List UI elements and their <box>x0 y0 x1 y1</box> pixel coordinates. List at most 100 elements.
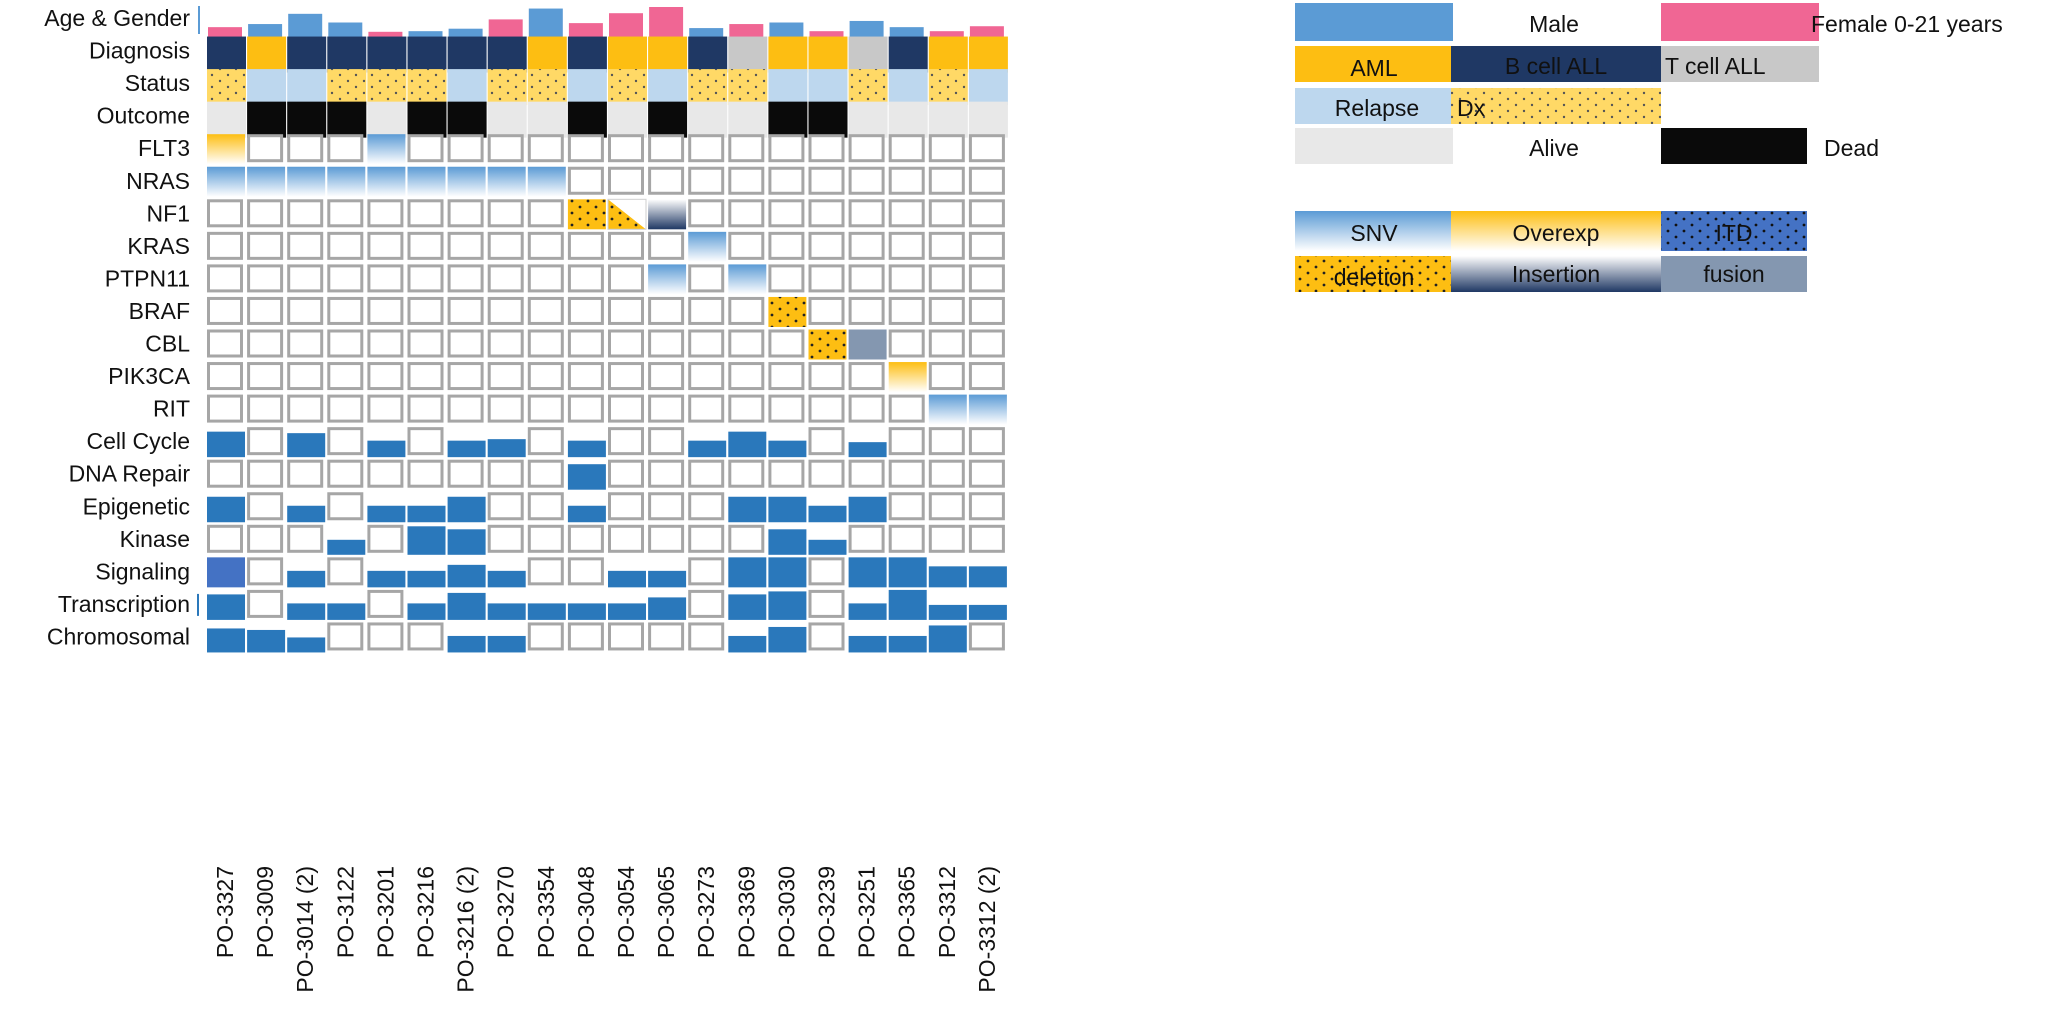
diagnosis-cell-po-3312 <box>928 36 968 73</box>
pathway-cell-kinase-po-3312-2 <box>968 524 1005 553</box>
pathway-cell-signaling-po-3273 <box>688 557 725 586</box>
mutation-cell-braf-po-3065 <box>648 296 685 325</box>
mutation-cell-kras-po-3239 <box>808 231 845 260</box>
pathway-cell-kinase-po-3312 <box>928 524 965 553</box>
mutation-cell-kras-po-3216 <box>407 231 444 260</box>
pathway-cell-dna-repair-po-3054 <box>608 459 644 488</box>
mutation-cell-nras-po-3251 <box>848 166 885 195</box>
mutation-cell-flt3-po-3216 <box>407 134 444 163</box>
mutation-cell-pik3ca-po-3009 <box>247 362 284 391</box>
mutation-cell-ptpn11-po-3216-2 <box>447 264 484 293</box>
sample-label-po-3122: PO-3122 <box>332 866 358 958</box>
mutation-cell-ptpn11-po-3251 <box>848 264 885 293</box>
mutation-cell-braf-po-3312 <box>928 296 965 325</box>
mutation-cell-braf-po-3009 <box>247 296 284 325</box>
row-label-flt3: FLT3 <box>138 135 190 161</box>
pathway-cell-epigenetic-po-3354 <box>527 492 564 521</box>
outcome-cell-po-3327 <box>207 101 246 138</box>
legend-label-relapse: Relapse <box>1335 95 1419 121</box>
pathway-cell-transcription-po-3030 <box>768 591 807 620</box>
mutation-cell-ptpn11-po-3270 <box>487 264 524 293</box>
mutation-cell-rit-po-3312-2 <box>968 394 1007 425</box>
mutation-cell-kras-po-3312-2 <box>968 231 1005 260</box>
pathway-cell-dna-repair-po-3014-2 <box>287 459 324 488</box>
mutation-cell-pik3ca-po-3312-2 <box>968 362 1005 391</box>
mutation-cell-nras-po-3365 <box>888 166 925 195</box>
legend-swatch-deletion <box>1295 256 1453 292</box>
pathway-cell-signaling-po-3009 <box>247 557 284 586</box>
legend-label-b-cell-all: B cell ALL <box>1505 53 1607 79</box>
pathway-cell-kinase-po-3369 <box>728 524 765 553</box>
oncoprint-grid <box>207 7 1008 653</box>
pathway-cell-signaling-po-3216-2 <box>447 564 486 588</box>
pathway-cell-dna-repair-po-3009 <box>247 459 284 488</box>
pathway-cell-kinase-po-3270 <box>487 524 524 553</box>
pathway-cell-epigenetic-po-3065 <box>648 492 685 521</box>
diagnosis-cell-po-3239 <box>808 36 848 73</box>
pathway-cell-epigenetic-po-3014-2 <box>287 505 326 523</box>
sample-label-po-3327: PO-3327 <box>212 866 238 958</box>
outcome-cell-po-3030 <box>768 101 808 138</box>
diagnosis-cell-po-3054 <box>608 36 647 73</box>
diagnosis-cell-po-3216 <box>407 36 447 73</box>
mutation-cell-ptpn11-po-3365 <box>888 264 925 293</box>
pathway-cell-cell-cycle-po-3312 <box>928 427 965 456</box>
age-gender-bar-po-3365 <box>889 27 924 38</box>
diagnosis-cell-po-3312-2 <box>968 36 1008 73</box>
mutation-cell-kras-po-3030 <box>768 231 805 260</box>
pathway-cell-transcription-po-3270 <box>487 603 526 620</box>
pathway-cell-dna-repair-po-3030 <box>768 459 805 488</box>
mutation-cell-ptpn11-po-3009 <box>247 264 284 293</box>
pathway-cell-transcription-po-3122 <box>327 603 366 620</box>
row-label-cbl: CBL <box>145 331 190 357</box>
pathway-cell-signaling-po-3216 <box>407 570 446 588</box>
mutation-cell-nf1-po-3216-2 <box>447 199 484 228</box>
pathway-cell-transcription-po-3239 <box>808 589 845 618</box>
mutation-cell-rit-po-3014-2 <box>287 394 324 423</box>
mutation-cell-nras-po-3327 <box>207 166 245 197</box>
mutation-cell-nras-po-3065 <box>648 166 685 195</box>
pathway-cell-dna-repair-po-3270 <box>487 459 524 488</box>
mutation-cell-rit-po-3273 <box>688 394 725 423</box>
mutation-cell-rit-po-3354 <box>527 394 564 423</box>
pathway-cell-cell-cycle-po-3201 <box>367 440 406 458</box>
sample-label-po-3354: PO-3354 <box>533 866 559 958</box>
mutation-cell-ptpn11-po-3273 <box>688 264 725 293</box>
mutation-cell-kras-po-3369 <box>728 231 765 260</box>
mutation-cell-pik3ca-po-3365 <box>888 362 927 393</box>
legend-swatch-fusion <box>1661 256 1807 292</box>
pathway-cell-epigenetic-po-3216 <box>407 505 446 523</box>
mutation-cell-nf1-po-3273 <box>688 199 725 228</box>
pathway-cell-epigenetic-po-3201 <box>367 505 406 523</box>
pathway-cell-epigenetic-po-3030 <box>768 496 807 523</box>
age-gender-bar-po-3122 <box>328 22 363 38</box>
diagnosis-cell-po-3216-2 <box>447 36 487 73</box>
mutation-cell-cbl-po-3216-2 <box>447 329 484 358</box>
sample-label-po-3251: PO-3251 <box>854 866 880 958</box>
mutation-cell-kras-po-3327 <box>207 231 243 260</box>
mutation-cell-rit-po-3216 <box>407 394 444 423</box>
pathway-cell-kinase-po-3122 <box>327 539 366 555</box>
mutation-cell-kras-po-3273 <box>688 231 727 262</box>
mutation-cell-ptpn11-po-3312 <box>928 264 965 293</box>
mutation-cell-cbl-po-3048 <box>567 329 604 358</box>
mutation-cell-kras-po-3216-2 <box>447 231 484 260</box>
diagnosis-cell-po-3065 <box>648 36 688 73</box>
pathway-cell-epigenetic-po-3122 <box>327 492 364 521</box>
pathway-cell-dna-repair-po-3327 <box>207 459 243 488</box>
row-label-pik3ca: PIK3CA <box>108 363 190 389</box>
mutation-cell-flt3-po-3327 <box>207 134 245 165</box>
mutation-cell-pik3ca-po-3030 <box>768 362 805 391</box>
mutation-cell-pik3ca-po-3369 <box>728 362 765 391</box>
pathway-cell-transcription-po-3365 <box>888 589 927 620</box>
mutation-cell-ptpn11-po-3014-2 <box>287 264 324 293</box>
mutation-cell-pik3ca-po-3122 <box>327 362 364 391</box>
pathway-cell-chromosomal-po-3273 <box>688 622 725 651</box>
pathway-cell-epigenetic-po-3327 <box>207 496 245 523</box>
row-label-dna-repair: DNA Repair <box>69 461 191 487</box>
age-gender-bar-po-3216-2 <box>448 28 483 38</box>
pathway-cell-signaling-po-3251 <box>848 557 887 588</box>
status-cell-po-3270 <box>487 69 527 106</box>
age-gender-bar-po-3270 <box>488 19 523 38</box>
pathway-cell-signaling-po-3327 <box>207 557 245 588</box>
